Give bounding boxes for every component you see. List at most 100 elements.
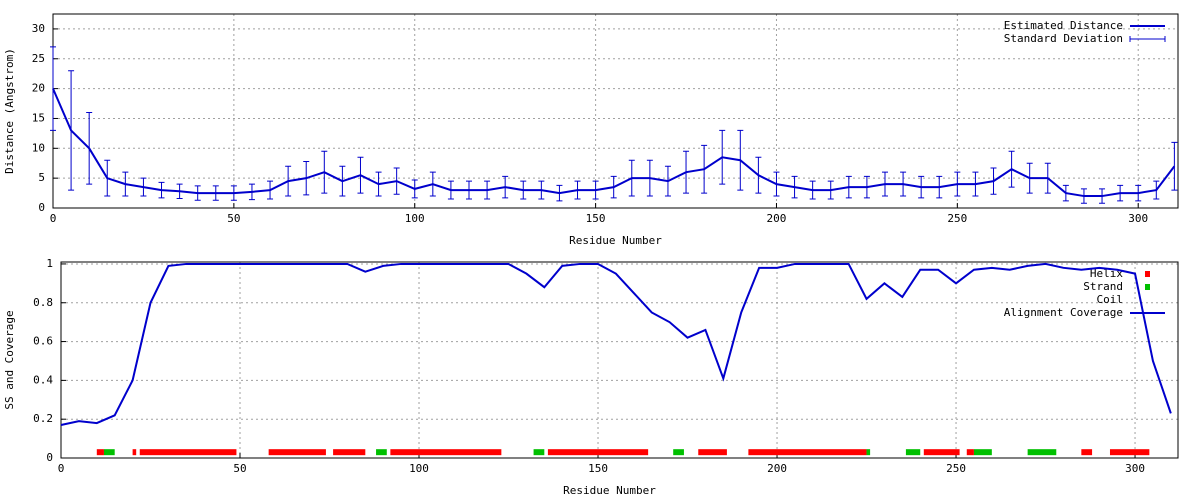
error-bar (972, 171, 979, 197)
error-bar (1044, 162, 1051, 194)
ss-segment (966, 449, 974, 456)
error-bar (646, 159, 653, 197)
error-bar (230, 185, 237, 201)
legend-errorbar (1129, 36, 1166, 42)
ss-segment (268, 449, 326, 456)
legend-label: Alignment Coverage (1004, 306, 1123, 319)
ss-segment (673, 449, 684, 456)
error-bar (1171, 141, 1178, 191)
error-bar (809, 180, 816, 200)
error-bar (1099, 188, 1106, 204)
error-bar (502, 175, 509, 199)
error-bar (900, 171, 907, 197)
data-line (60, 262, 1172, 426)
error-bar (465, 180, 472, 200)
ss-segment (547, 449, 649, 456)
error-bar (339, 165, 346, 197)
error-bar (755, 156, 762, 194)
x-tick-label: 200 (767, 462, 787, 475)
error-bar (104, 159, 111, 197)
ss-segment (905, 449, 921, 456)
error-bar (936, 175, 943, 199)
y-tick-label: 0.2 (33, 412, 53, 425)
y-tick-label: 0.8 (33, 296, 53, 309)
x-axis-label: Residue Number (569, 234, 662, 247)
y-tick-label: 0.4 (33, 373, 53, 386)
error-bar (918, 175, 925, 199)
x-tick-label: 50 (227, 212, 240, 225)
error-bar (484, 180, 491, 200)
error-bar (954, 171, 961, 197)
error-bar (158, 181, 165, 199)
error-bar (1135, 184, 1142, 202)
ss-segment (390, 449, 502, 456)
legend-label: Strand (1083, 280, 1123, 293)
error-bar (845, 175, 852, 199)
error-bar (773, 171, 780, 197)
error-bar (393, 167, 400, 195)
error-bar (538, 180, 545, 200)
error-bar (50, 46, 56, 131)
y-tick-label: 10 (32, 141, 45, 154)
ss-segment (748, 449, 867, 456)
ss-segment (1027, 449, 1057, 456)
x-tick-label: 100 (405, 212, 425, 225)
ss-segment (333, 449, 366, 456)
x-tick-label: 250 (947, 212, 967, 225)
x-tick-label: 100 (409, 462, 429, 475)
error-bar (863, 175, 870, 199)
y-tick-label: 1 (46, 257, 53, 270)
error-bar (1008, 150, 1015, 188)
error-bar (701, 144, 708, 194)
error-bar (628, 159, 635, 197)
error-bar (375, 171, 382, 197)
ss-segment (1081, 449, 1093, 456)
error-bar (556, 184, 563, 202)
error-bar (357, 156, 364, 194)
x-tick-label: 50 (233, 462, 246, 475)
error-bar (1117, 184, 1124, 202)
error-bar (1153, 180, 1160, 200)
ss-segment (376, 449, 387, 456)
error-bar (664, 165, 671, 197)
error-bar (86, 111, 93, 185)
ss-segment (866, 449, 871, 456)
error-bar (321, 150, 328, 194)
x-tick-label: 250 (946, 462, 966, 475)
x-tick-label: 300 (1125, 462, 1145, 475)
error-bar (122, 171, 129, 197)
error-bar (1062, 184, 1069, 202)
ss-segment (923, 449, 960, 456)
legend-label: Standard Deviation (1004, 32, 1123, 45)
ss-segment (1109, 449, 1150, 456)
error-bar (520, 180, 527, 200)
ss-segment (132, 449, 137, 456)
x-tick-label: 300 (1128, 212, 1148, 225)
plot-frame (60, 261, 1179, 459)
error-bar (429, 171, 436, 197)
error-bar (592, 180, 599, 200)
error-bar (447, 180, 454, 200)
y-tick-label: 0 (46, 451, 53, 464)
ss-segment (973, 449, 992, 456)
legend-label: Coil (1097, 293, 1124, 306)
legend-label: Estimated Distance (1004, 19, 1123, 32)
y-axis-label: SS and Coverage (3, 310, 16, 409)
error-bar (683, 150, 690, 194)
legend-swatch (1145, 284, 1150, 290)
error-bar (1026, 162, 1033, 194)
ss-segment (139, 449, 237, 456)
y-tick-label: 20 (32, 82, 45, 95)
ss-segment (698, 449, 727, 456)
error-bar (212, 185, 219, 201)
y-tick-label: 15 (32, 111, 45, 124)
y-tick-label: 0.6 (33, 335, 53, 348)
x-tick-label: 0 (58, 462, 65, 475)
error-bar (176, 183, 183, 199)
ss-segment (103, 449, 115, 456)
error-bar (248, 183, 255, 201)
error-bar (610, 175, 617, 199)
ss-segment (533, 449, 545, 456)
error-bar (194, 185, 201, 201)
